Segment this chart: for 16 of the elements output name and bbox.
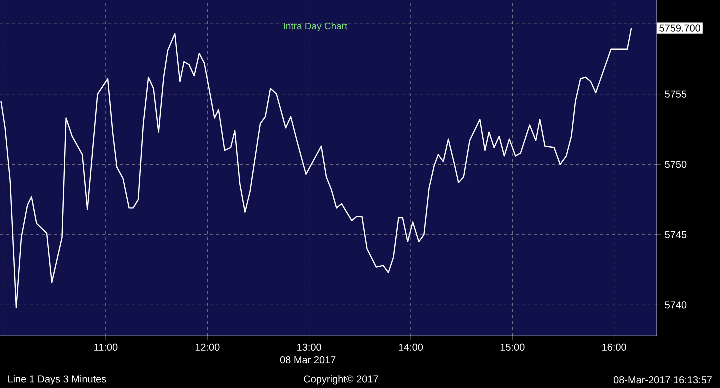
text: Copyright© 2017 [304,375,378,385]
x-tick-label: 11:00 [94,344,118,351]
y-tick-label: 5740 [665,302,687,309]
y-tick-label: 5755 [665,90,687,98]
x-tick-label: 12:00 [196,344,220,351]
x-axis-title: 08 Mar 2017 [280,356,336,364]
x-tick-label: 13:00 [298,344,322,351]
text: Intra Day Chart [284,22,348,32]
x-tick-label: 16:00 [602,344,626,351]
y-tick-label: 5745 [665,231,687,238]
annotation: 5759.700 [660,24,701,32]
x-tick-label: 14:00 [399,344,424,351]
text: 08-Mar-2017 16:13:57 [614,376,712,384]
x-tick-label: 15:00 [500,344,525,351]
text: Line 1 Days 3 Minutes [8,375,106,385]
y-tick-label: 5750 [665,161,687,168]
